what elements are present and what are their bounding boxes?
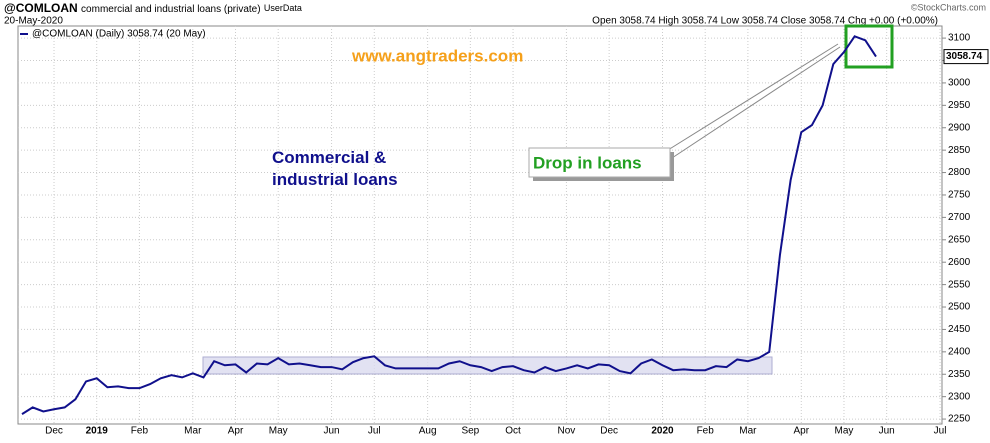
x-tick-label: Jun xyxy=(324,426,340,437)
x-tick-label: 2020 xyxy=(651,426,674,437)
x-tick-label: Nov xyxy=(558,426,576,437)
source-tag: UserData xyxy=(264,3,302,13)
x-tick-label: Sep xyxy=(461,426,479,437)
x-tick-label: Feb xyxy=(131,426,149,437)
y-tick-label: 2900 xyxy=(948,122,971,133)
credit: ©StockCharts.com xyxy=(911,2,986,12)
callout-text: Drop in loans xyxy=(533,153,642,172)
x-tick-label: Dec xyxy=(45,426,63,437)
annotation: Commercial & industrial loans xyxy=(272,148,398,189)
y-tick-label: 3000 xyxy=(948,78,971,89)
x-tick-label: 2019 xyxy=(86,426,109,437)
x-tick-label: Apr xyxy=(793,426,809,437)
x-tick-label: May xyxy=(835,426,854,437)
x-tick-label: Jul xyxy=(934,426,947,437)
x-tick-label: Jun xyxy=(879,426,895,437)
y-tick-label: 3100 xyxy=(948,33,971,44)
x-tick-label: Mar xyxy=(184,426,202,437)
x-tick-label: Apr xyxy=(228,426,244,437)
annotation-line: Commercial & xyxy=(272,148,386,167)
y-tick-label: 2300 xyxy=(948,391,971,402)
header: @COMLOAN commercial and industrial loans… xyxy=(4,1,302,15)
x-tick-label: May xyxy=(269,426,288,437)
last-value-box xyxy=(943,49,989,65)
last-value-label: 3058.74 xyxy=(946,51,983,62)
range-highlight xyxy=(202,356,773,375)
chart-title: commercial and industrial loans (private… xyxy=(81,4,261,15)
y-tick-label: 2400 xyxy=(948,346,971,357)
data-line xyxy=(21,35,877,415)
y-tick-label: 2350 xyxy=(948,369,971,380)
plot-frame xyxy=(17,25,943,425)
y-tick-label: 2950 xyxy=(948,100,971,111)
legend-label: @COMLOAN (Daily) 3058.74 (20 May) xyxy=(32,29,206,40)
y-tick-label: 2650 xyxy=(948,234,971,245)
y-tick-label: 2800 xyxy=(948,167,971,178)
y-tick-label: 2750 xyxy=(948,190,971,201)
callout: Drop in loans xyxy=(528,43,841,181)
x-tick-label: Jul xyxy=(368,426,381,437)
plot-area xyxy=(17,25,943,425)
x-tick-label: Oct xyxy=(505,426,521,437)
highlight-box xyxy=(844,24,894,69)
y-tick-label: 2550 xyxy=(948,279,971,290)
y-tick-label: 2600 xyxy=(948,257,971,268)
x-tick-label: Mar xyxy=(739,426,757,437)
x-tick-label: Dec xyxy=(600,426,618,437)
x-tick-label: Aug xyxy=(419,426,437,437)
y-tick-label: 2250 xyxy=(948,414,971,425)
x-tick-label: Feb xyxy=(697,426,715,437)
date: 20-May-2020 xyxy=(4,16,63,27)
symbol: @COMLOAN xyxy=(4,1,78,15)
watermark: www.angtraders.com xyxy=(351,46,523,65)
y-tick-label: 2850 xyxy=(948,145,971,156)
callout-pointer xyxy=(671,46,841,159)
callout-box xyxy=(528,147,671,178)
quote: Open 3058.74 High 3058.74 Low 3058.74 Cl… xyxy=(592,16,938,27)
annotation-line: industrial loans xyxy=(272,170,398,189)
y-tick-label: 2700 xyxy=(948,212,971,223)
y-tick-label: 2500 xyxy=(948,302,971,313)
y-tick-label: 2450 xyxy=(948,324,971,335)
callout-pointer xyxy=(667,43,839,151)
